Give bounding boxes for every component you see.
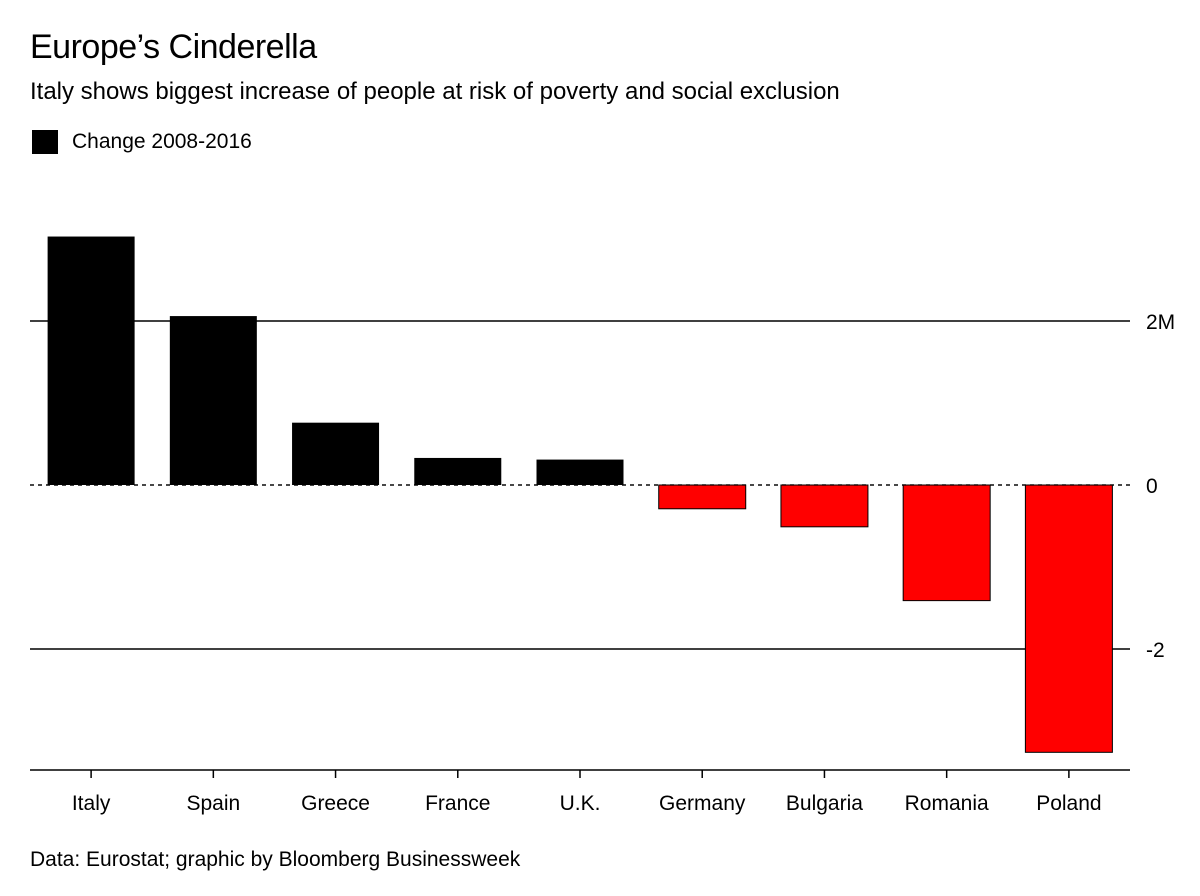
bar-germany (658, 484, 747, 510)
bar-bulgaria (780, 484, 869, 528)
legend-swatch (32, 130, 58, 154)
x-tick-label: Romania (905, 792, 989, 815)
y-tick-label: -2 (1146, 639, 1165, 662)
chart-subtitle: Italy shows biggest increase of people a… (30, 78, 840, 105)
x-tick-label: Greece (301, 792, 370, 815)
chart-title: Europe’s Cinderella (30, 28, 317, 66)
source-note: Data: Eurostat; graphic by Bloomberg Bus… (30, 848, 521, 871)
bar-layer (47, 236, 1113, 753)
bar-greece (292, 422, 380, 485)
x-tick-label: Spain (186, 792, 240, 815)
x-tick-label: U.K. (560, 792, 601, 815)
bar-uk (536, 459, 624, 485)
bar-france (414, 457, 502, 485)
x-tick-label: Germany (659, 792, 746, 815)
x-tick-label: France (425, 792, 490, 815)
bar-spain (169, 316, 257, 485)
bar-italy (47, 236, 135, 485)
x-tick-label: Italy (72, 792, 111, 815)
bar-poland (1024, 484, 1113, 753)
x-tick-label: Bulgaria (786, 792, 863, 815)
bar-romania (902, 484, 991, 602)
y-tick-label: 2M (1146, 311, 1175, 334)
x-tick-label: Poland (1036, 792, 1101, 815)
axis-layer (30, 484, 1130, 778)
legend-label: Change 2008-2016 (72, 130, 252, 153)
legend: Change 2008-2016 (32, 130, 252, 154)
y-tick-label: 0 (1146, 475, 1158, 498)
label-layer: 2M 0 -2 Italy Spain Greece France U.K. Germany Bu… (72, 311, 1175, 815)
